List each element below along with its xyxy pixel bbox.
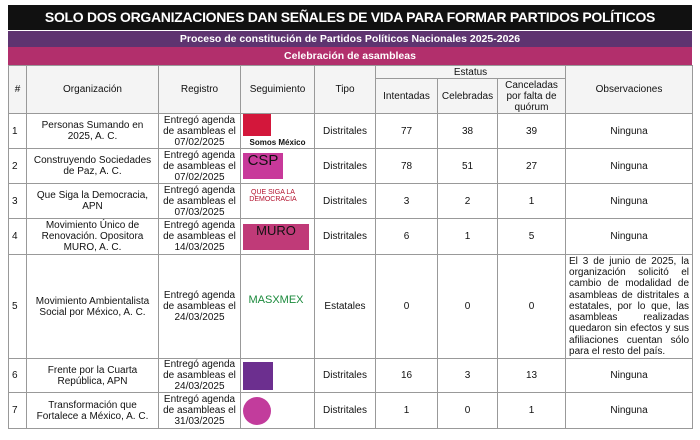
number-cell: 6 bbox=[8, 358, 27, 393]
registry-cell: Entregó agenda de asambleas el 07/02/202… bbox=[158, 148, 241, 184]
column-header: Registro bbox=[158, 65, 241, 114]
logo bbox=[243, 396, 271, 425]
table: # Organización Registro Seguimiento Tipo Esta… bbox=[8, 65, 694, 429]
observations-cell: Ninguna bbox=[565, 183, 694, 219]
data-row: 1 Personas Sumando en 2025, A. C. Entregó … bbox=[8, 113, 694, 149]
logo: MURO bbox=[243, 223, 309, 250]
subtitle-bar: Proceso de constitución de Partidos Polí… bbox=[8, 31, 692, 47]
column-header: Tipo bbox=[314, 65, 376, 114]
registry-cell: Entregó agenda de asambleas el 07/02/202… bbox=[158, 113, 241, 149]
registry-cell: Entregó agenda de asambleas el 07/03/202… bbox=[158, 183, 241, 219]
observations-cell: Ninguna bbox=[565, 218, 694, 255]
logo: QUE SIGA LA DEMOCRACIA bbox=[249, 189, 297, 203]
held-cell: 38 bbox=[437, 113, 498, 149]
held-cell: 1 bbox=[437, 218, 498, 255]
logo-cell: CSP bbox=[240, 148, 315, 184]
column-header: Observaciones bbox=[565, 65, 694, 114]
organization-cell: Movimiento Ambientalista Social por Méxi… bbox=[26, 254, 159, 359]
cancelled-cell: 1 bbox=[496, 183, 567, 219]
logo-caption: Somos México bbox=[249, 138, 306, 147]
organization-cell: Personas Sumando en 2025, A. C. bbox=[26, 113, 159, 149]
logo-cell: Somos México bbox=[240, 113, 315, 149]
attempted-cell: 3 bbox=[375, 183, 438, 219]
number-cell: 7 bbox=[8, 392, 27, 429]
data-row: 4 Movimiento Único de Renovación. Oposito… bbox=[8, 218, 694, 255]
organization-cell: Frente por la Cuarta República, APN bbox=[26, 358, 159, 393]
held-cell: 3 bbox=[437, 358, 498, 393]
observations-cell: Ninguna bbox=[565, 148, 694, 184]
number-cell: 5 bbox=[8, 254, 27, 359]
data-row: 7 Transformación que Fortalece a México, … bbox=[8, 392, 694, 429]
organization-cell: Que Siga la Democracia, APN bbox=[26, 183, 159, 219]
header-row: Intentadas Celebradas Canceladas por falta… bbox=[9, 78, 693, 114]
attempted-cell: 0 bbox=[375, 254, 438, 359]
type-cell: Distritales bbox=[314, 113, 376, 149]
type-cell: Distritales bbox=[314, 358, 376, 393]
column-header: # bbox=[8, 65, 27, 114]
data-row: 3 Que Siga la Democracia, APN Entregó agen… bbox=[8, 183, 694, 219]
observations-cell: El 3 de junio de 2025, la organización s… bbox=[565, 254, 694, 359]
section-bar: Celebración de asambleas bbox=[8, 47, 692, 65]
organization-cell: Movimiento Único de Renovación. Opositor… bbox=[26, 218, 159, 255]
attempted-cell: 1 bbox=[375, 392, 438, 429]
observations-cell: Ninguna bbox=[565, 113, 694, 149]
number-cell: 3 bbox=[8, 183, 27, 219]
registry-cell: Entregó agenda de asambleas el 24/03/202… bbox=[158, 254, 241, 359]
type-cell: Estatales bbox=[314, 254, 376, 359]
logo-cell: QUE SIGA LA DEMOCRACIA bbox=[240, 183, 315, 219]
column-header: Celebradas bbox=[437, 78, 498, 114]
number-cell: 2 bbox=[8, 148, 27, 184]
logo bbox=[243, 114, 271, 136]
logo-cell: MASXMEX bbox=[240, 254, 315, 359]
registry-cell: Entregó agenda de asambleas el 24/03/202… bbox=[158, 358, 241, 393]
held-cell: 0 bbox=[437, 254, 498, 359]
column-header: Organización bbox=[26, 65, 159, 114]
type-cell: Distritales bbox=[314, 392, 376, 429]
held-cell: 2 bbox=[437, 183, 498, 219]
cancelled-cell: 1 bbox=[496, 392, 567, 429]
attempted-cell: 6 bbox=[375, 218, 438, 255]
cancelled-cell: 27 bbox=[496, 148, 567, 184]
cancelled-cell: 39 bbox=[496, 113, 567, 149]
cancelled-cell: 0 bbox=[496, 254, 567, 359]
organization-cell: Transformación que Fortalece a México, A… bbox=[26, 392, 159, 429]
logo bbox=[243, 361, 273, 390]
number-cell: 4 bbox=[8, 218, 27, 255]
type-cell: Distritales bbox=[314, 218, 376, 255]
type-cell: Distritales bbox=[314, 183, 376, 219]
data-row: 5 Movimiento Ambientalista Social por Méx… bbox=[8, 254, 694, 359]
type-cell: Distritales bbox=[314, 148, 376, 184]
organization-cell: Construyendo Sociedades de Paz, A. C. bbox=[26, 148, 159, 184]
data-row: 2 Construyendo Sociedades de Paz, A. C. En… bbox=[8, 148, 694, 184]
held-cell: 51 bbox=[437, 148, 498, 184]
logo: CSP bbox=[243, 153, 283, 179]
logo: MASXMEX bbox=[248, 293, 304, 306]
title-bar: SOLO DOS ORGANIZACIONES DAN SEÑALES DE V… bbox=[8, 5, 692, 30]
cancelled-cell: 13 bbox=[496, 358, 567, 393]
observations-cell: Ninguna bbox=[565, 392, 694, 429]
logo-cell bbox=[240, 392, 315, 429]
registry-cell: Entregó agenda de asambleas el 31/03/202… bbox=[158, 392, 241, 429]
group-header: Estatus bbox=[374, 65, 567, 79]
number-cell: 1 bbox=[8, 113, 27, 149]
attempted-cell: 78 bbox=[375, 148, 438, 184]
column-header: Canceladas por falta de quórum bbox=[496, 78, 567, 114]
data-row: 6 Frente por la Cuarta República, APN Entr… bbox=[8, 358, 694, 393]
attempted-cell: 77 bbox=[375, 113, 438, 149]
logo-cell bbox=[240, 358, 315, 393]
column-header: Intentadas bbox=[375, 78, 438, 114]
logo-cell: MURO bbox=[240, 218, 315, 255]
attempted-cell: 16 bbox=[375, 358, 438, 393]
cancelled-cell: 5 bbox=[496, 218, 567, 255]
column-header: Seguimiento bbox=[240, 65, 315, 114]
observations-cell: Ninguna bbox=[565, 358, 694, 393]
header-row: # Organización Registro Seguimiento Tipo Esta… bbox=[8, 65, 694, 114]
held-cell: 0 bbox=[437, 392, 498, 429]
registry-cell: Entregó agenda de asambleas el 14/03/202… bbox=[158, 218, 241, 255]
